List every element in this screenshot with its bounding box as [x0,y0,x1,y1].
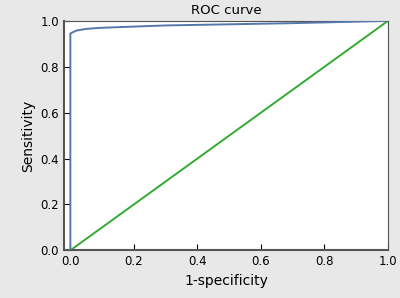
Y-axis label: Sensitivity: Sensitivity [21,100,35,172]
X-axis label: 1-specificity: 1-specificity [184,274,268,288]
Title: ROC curve: ROC curve [191,4,261,17]
